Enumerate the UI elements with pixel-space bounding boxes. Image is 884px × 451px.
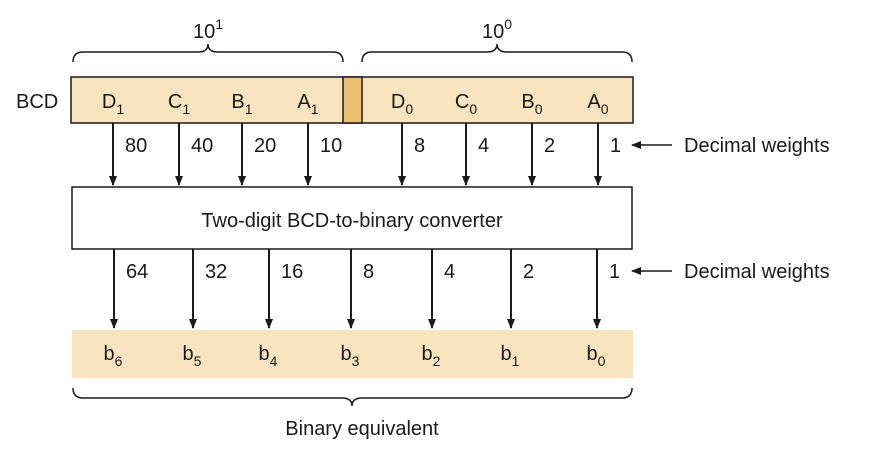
units-brace [361, 43, 633, 63]
bcd-bit-label: A1 [297, 91, 318, 117]
binary-bit-label: b6 [104, 343, 123, 369]
binary-output-band [72, 330, 633, 378]
bcd-bit-label: B0 [521, 91, 542, 117]
binary-brace [72, 387, 633, 407]
binary-bit-label: b4 [259, 343, 278, 369]
bcd-bit-label: A0 [587, 91, 608, 117]
binary-decimal-weight: 64 [126, 261, 148, 283]
converter-label: Two-digit BCD-to-binary converter [201, 210, 503, 232]
binary-decimal-weight: 4 [444, 261, 455, 283]
bcd-bit-label: D1 [102, 91, 124, 117]
bcd-bit-label: B1 [231, 91, 252, 117]
binary-bit-label: b1 [501, 343, 520, 369]
units-place-label: 100 [482, 16, 512, 43]
bcd-decimal-weight: 80 [125, 135, 147, 157]
bcd-decimal-weight: 2 [544, 135, 555, 157]
weights-label-bottom: Decimal weights [684, 261, 830, 283]
weights-label-top: Decimal weights [684, 135, 830, 157]
bcd-decimal-weight: 40 [191, 135, 213, 157]
binary-decimal-weight: 1 [609, 261, 620, 283]
bcd-decimal-weight: 4 [478, 135, 489, 157]
bcd-bit-label: C1 [168, 91, 190, 117]
tens-brace [72, 43, 344, 63]
bcd-decimal-weight: 10 [320, 135, 342, 157]
binary-equivalent-label: Binary equivalent [285, 418, 439, 440]
tens-place-label: 101 [193, 16, 223, 43]
bcd-decimal-weight: 1 [610, 135, 621, 157]
binary-decimal-weight: 2 [523, 261, 534, 283]
binary-outputs: 64 b6 32 b5 16 b4 8 b3 4 b2 2 b1 1 b0 [104, 249, 620, 369]
binary-bit-label: b3 [341, 343, 360, 369]
bcd-decimal-weight: 8 [414, 135, 425, 157]
digit-separator [342, 76, 363, 124]
binary-bit-label: b0 [587, 343, 606, 369]
binary-bit-label: b5 [183, 343, 202, 369]
bcd-decimal-weight: 20 [254, 135, 276, 157]
binary-decimal-weight: 8 [363, 261, 374, 283]
bcd-label: BCD [16, 91, 58, 113]
binary-decimal-weight: 32 [205, 261, 227, 283]
bcd-bit-label: D0 [391, 91, 413, 117]
binary-bit-label: b2 [422, 343, 441, 369]
bcd-bit-label: C0 [455, 91, 477, 117]
binary-decimal-weight: 16 [281, 261, 303, 283]
converter-block [71, 186, 633, 250]
